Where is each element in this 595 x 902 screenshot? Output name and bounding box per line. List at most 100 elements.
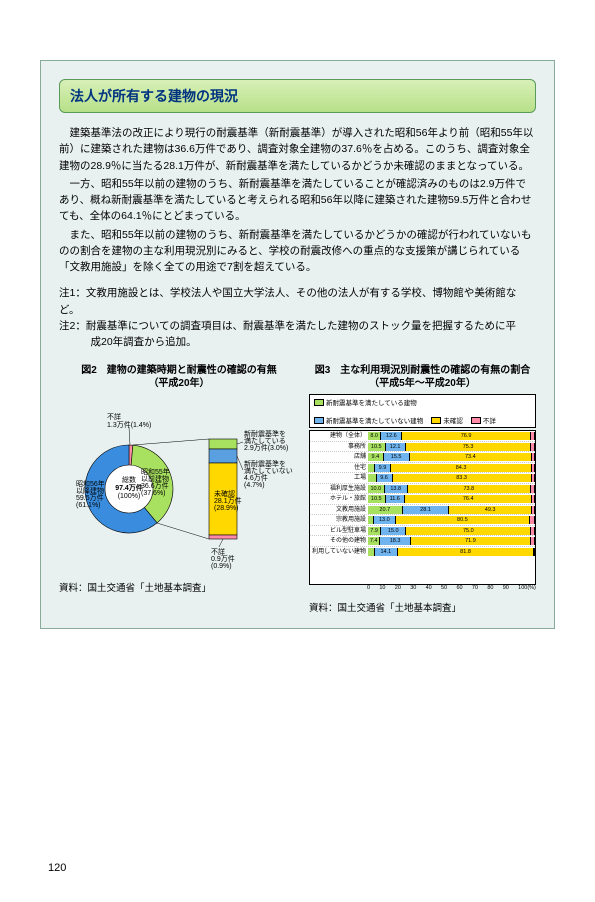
bar-track: 10.512.175.3 [368,443,535,451]
bar-segment: 75.0 [406,527,531,535]
section-title: 法人が所有する建物の現況 [59,79,536,113]
bar-track: 10.511.676.4 [368,495,535,503]
paragraph-2: 一方、昭和55年以前の建物のうち、新耐震基準を満たしていることが確認済みのものは… [59,176,536,225]
fig3-source: 資料：国土交通省「土地基本調査」 [309,600,536,614]
bar-segment: 73.4 [410,453,533,461]
legend-meets-label: 新耐震基準を満たしている建物 [326,397,417,407]
bar-segment: 15.5 [384,453,410,461]
legend-meets: 新耐震基準を満たしている建物 [314,397,417,407]
bar-row: 福利厚生施設10.013.873.8 [310,484,535,495]
charts-row: 図2 建物の建築時期と耐震性の確認の有無 （平成20年） 総数 97.4万件 [59,364,536,614]
pie-center-l3: (100%) [118,493,141,500]
pie-center-l2: 97.4万件 [115,483,143,492]
lbl-unknown-bottom: 不詳 0.9万件 (0.9%) [211,547,237,570]
bar-row-label: ビル型駐車場 [310,528,368,534]
bar-track: 10.013.873.8 [368,485,535,493]
paragraph-1: 建築基準法の改正により現行の耐震基準（新耐震基準）が導入された昭和56年より前（… [59,125,536,174]
bar-segment: 18.3 [380,537,411,545]
bar-row: 工場9.683.3 [310,473,535,484]
bar-track: 7.418.371.9 [368,537,535,545]
bar-segment: 76.9 [402,432,530,440]
fig2-svg: 総数 97.4万件 (100%) 不詳 [59,394,299,574]
bar-segment [368,474,377,482]
bar-track: 9.683.3 [368,474,535,482]
bar-row: ビル型駐車場7.915.075.0 [310,526,535,537]
figure-3: 図3 主な利用現況別耐震性の確認の有無の割合 （平成5年～平成20年） 新耐震基… [309,364,536,614]
lead-top [133,439,209,445]
bar-segment: 13.8 [385,485,408,493]
bar-track: 20.728.149.3 [368,506,535,514]
xaxis-tick: 70 [472,585,478,591]
content-panel: 法人が所有する建物の現況 建築基準法の改正により現行の耐震基準（新耐震基準）が導… [40,60,555,629]
xaxis-tick: 20 [395,585,401,591]
xaxis-tick: 90 [503,585,509,591]
bar-row: 宗教用施設 13.080.5 [310,515,535,526]
lbl-meets: 新耐震基準を 満たしている 2.9万件(3.0%) [244,429,288,452]
bar-row-label: 事務所 [310,444,368,450]
bar-row-label: 住宅 [310,465,368,471]
bar-row-label: 工場 [310,475,368,481]
bar-row: 建物（全体）8.012.676.9 [310,431,535,442]
bar-track: 8.012.676.9 [368,432,535,440]
xaxis-tick: 80 [487,585,493,591]
legend-unconf: 未確認 [431,415,463,425]
fig2-chart: 総数 97.4万件 (100%) 不詳 [59,394,299,574]
xaxis-tick: 10 [379,585,385,591]
bar-segment [530,516,535,524]
fig2-title-l1: 図2 建物の建築時期と耐震性の確認の有無 [59,364,299,377]
bar-track: 9.984.3 [368,464,535,472]
bar-row: その他の建物7.418.371.9 [310,536,535,547]
bar-segment [532,495,535,503]
page-number: 120 [48,862,66,874]
bar-track: 9.415.573.4 [368,453,535,461]
xaxis-tick: 0 [367,585,370,591]
bar-segment [531,443,535,451]
bar-segment: 80.5 [396,516,530,524]
bar-segment: 13.0 [374,516,396,524]
lead-unknown-top [129,427,130,445]
xaxis-tick: 40 [426,585,432,591]
lead-notmeets [237,456,243,470]
bar-row: ホテル・旅館10.511.676.4 [310,494,535,505]
bar-row-label: 宗教用施設 [310,517,368,523]
bar-segment [368,548,375,556]
note-1: 注1：文教用施設とは、学校法人や国立大学法人、その他の法人が有する学校、博物館や… [59,285,536,318]
bar-segment: 49.3 [449,506,531,514]
bar-segment [532,453,535,461]
bar-segment: 84.3 [391,464,532,472]
bar-segment: 14.1 [375,548,398,556]
bar-row-label: ホテル・旅館 [310,496,368,502]
paragraph-3: また、昭和55年以前の建物のうち、新耐震基準を満たしているかどうかの確認が行われ… [59,227,536,276]
xaxis-tick: 100(%) [518,585,536,591]
bar-segment: 9.9 [375,464,392,472]
bar-segment: 7.9 [368,527,381,535]
bar-segment: 73.8 [408,485,531,493]
fig3-legend: 新耐震基準を満たしている建物 新耐震基準を満たしていない建物 未確認 不詳 [309,394,536,428]
note-2-line-2: 成20年調査から追加。 [59,334,536,350]
bar-segment: 10.0 [368,485,385,493]
bar-segment [532,506,535,514]
bar-row: 文教用施設20.728.149.3 [310,505,535,516]
stack-unknown [209,535,237,539]
stack-meets [209,439,237,449]
legend-notmeets: 新耐震基準を満たしていない建物 [314,415,423,425]
bar-segment: 11.6 [386,495,405,503]
fig2-source: 資料：国土交通省「土地基本調査」 [59,580,299,594]
lbl-unconf: 未確認 28.1万件 (28.9%) [214,489,244,512]
bar-row-label: その他の建物 [310,538,368,544]
bar-segment [531,537,535,545]
bar-segment: 83.3 [393,474,532,482]
legend-notmeets-label: 新耐震基準を満たしていない建物 [326,415,423,425]
bar-segment: 81.8 [398,548,534,556]
bar-segment: 12.6 [381,432,402,440]
lbl-unknown-top: 不詳 1.3万件(1.4%) [107,412,151,429]
lead-meets [237,442,243,444]
body-text: 建築基準法の改正により現行の耐震基準（新耐震基準）が導入された昭和56年より前（… [59,125,536,275]
bar-segment: 7.4 [368,537,380,545]
bar-row: 事務所10.512.175.3 [310,442,535,453]
bar-row-label: 利用していない建物 [310,549,368,555]
bar-row: 店舗9.415.573.4 [310,452,535,463]
bar-row: 利用していない建物 14.181.8 [310,547,535,558]
xaxis-tick: 50 [441,585,447,591]
legend-unknown-label: 不詳 [483,415,496,425]
